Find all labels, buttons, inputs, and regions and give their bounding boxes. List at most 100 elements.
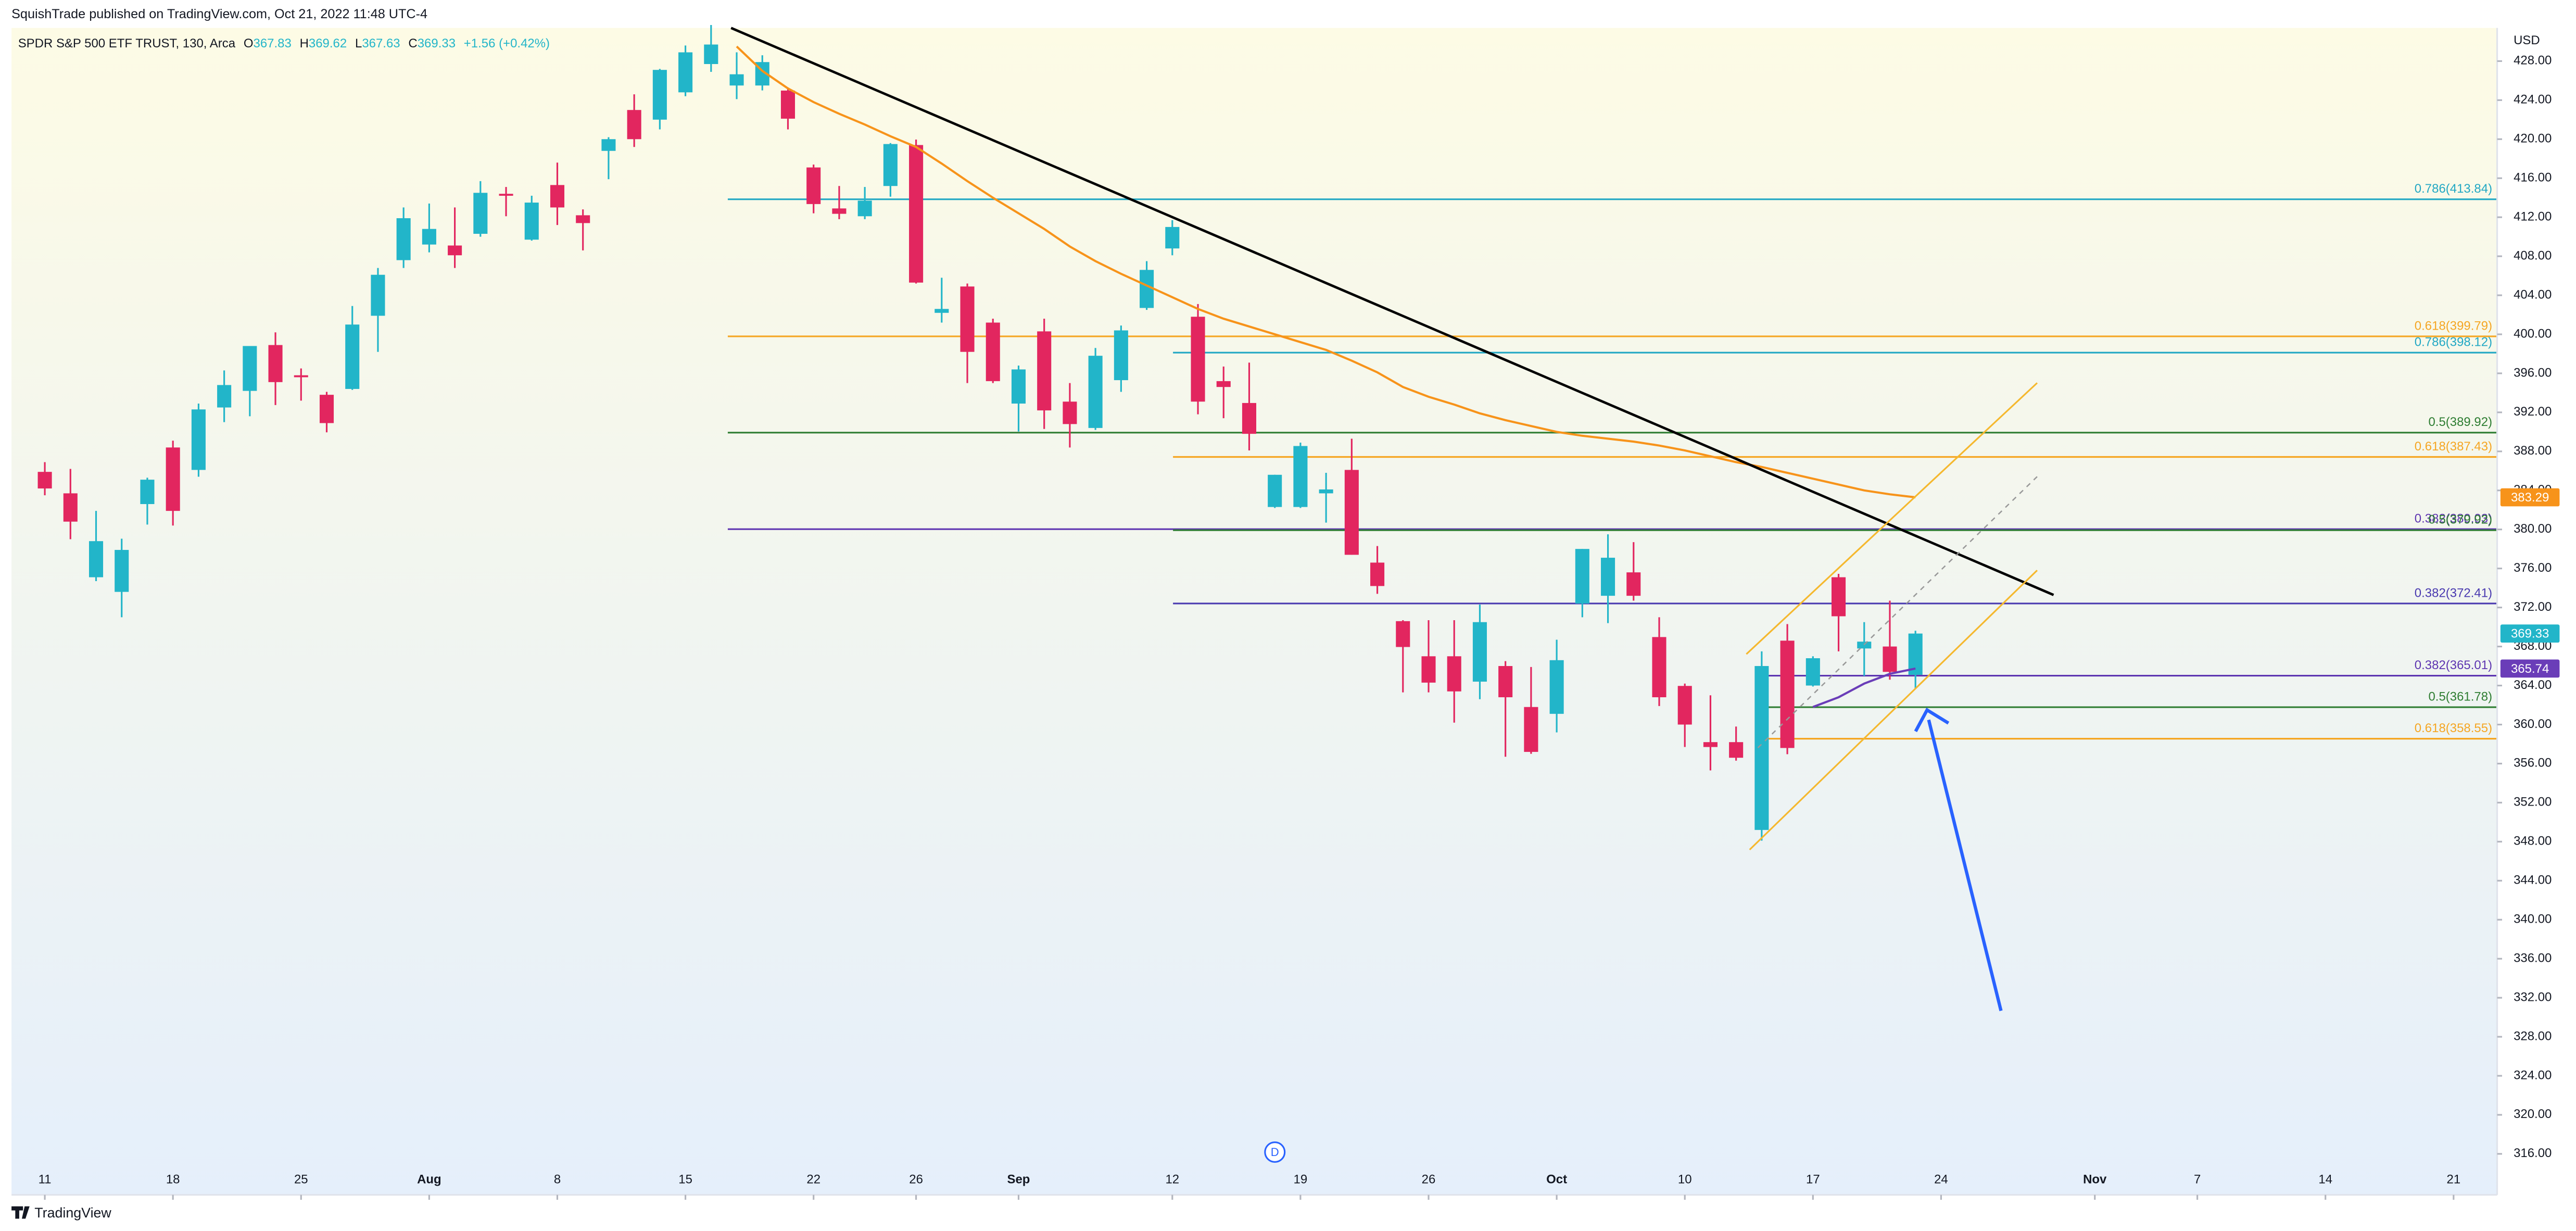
candle-body [1165,227,1180,249]
o-label: O [244,37,254,51]
x-tick-label: Oct [1546,1172,1567,1186]
plot-area [11,28,2497,1195]
candle-body [1524,707,1538,752]
legend: SPDR S&P 500 ETF TRUST, 130, Arca O367.83… [18,37,550,51]
candle-body [678,52,693,93]
y-tick-label: 364.00 [2514,678,2552,692]
candle-body [935,309,949,313]
candle-body [37,472,52,489]
candle-body [1088,356,1103,428]
candle-body [1549,660,1564,714]
candle-body [1037,331,1052,411]
x-tick-label: 24 [1934,1172,1948,1186]
footer-brand: TradingView [34,1205,111,1221]
x-tick-label: 21 [2447,1172,2461,1186]
candle-body [1114,330,1128,381]
x-tick-label: 11 [39,1172,52,1186]
price-tag [2500,488,2560,507]
x-tick-label: 7 [2194,1172,2201,1186]
y-tick-label: 428.00 [2514,54,2552,68]
x-tick-label: 18 [166,1172,180,1186]
x-tick-label: 22 [806,1172,820,1186]
x-tick-label: 26 [909,1172,923,1186]
y-tick-label: 332.00 [2514,990,2552,1004]
marks: 0.786(413.84) 0.618(399.79) 0.5(389.92) 0.3… [37,25,2497,841]
high: 369.62 [309,37,347,51]
x-tick-label: Aug [417,1172,441,1186]
fib-label: 0.618(399.79) [2415,319,2492,333]
fib-label: 0.5(379.92) [2428,513,2492,527]
candle-body [243,346,257,391]
y-tick-label: 320.00 [2514,1107,2552,1121]
candle-body [909,145,924,283]
candle-body [780,90,795,119]
candle-body [576,215,590,223]
candle-body [1472,622,1487,682]
candle-body [115,550,129,592]
candle-body [883,144,898,186]
y-tick-label: 336.00 [2514,951,2552,965]
candle-body [191,409,206,470]
arrow [1927,719,2003,1011]
x-tick-label: 25 [294,1172,308,1186]
l-label: L [355,37,362,51]
candle-body [217,385,232,408]
fib-label: 0.382(372.41) [2415,586,2492,600]
y-tick-label: 420.00 [2514,132,2552,146]
candle-body [1703,742,1718,747]
fib-label: 0.618(358.55) [2415,721,2492,735]
x-tick-label: Nov [2083,1172,2107,1186]
candle-body [1421,656,1436,683]
candle-body [857,200,872,217]
y-tick-label: 408.00 [2514,248,2552,262]
candle-body [268,345,283,382]
arrow-head [1914,708,1950,733]
candle-body [371,274,385,316]
footer-logo [11,1206,30,1219]
x-tick-label: 12 [1165,1172,1179,1186]
y-tick-label: 356.00 [2514,756,2552,770]
candle-body [140,480,155,505]
candle-body [345,324,360,389]
candle-body [1780,640,1795,748]
y-tick-label: 388.00 [2514,444,2552,458]
candle-body [166,447,180,511]
close: 369.33 [418,37,456,51]
x-tick-label: 19 [1294,1172,1308,1186]
candle-body [319,395,334,423]
y-tick-label: 344.00 [2514,873,2552,887]
candle-body [63,493,78,522]
y-tick-label: 372.00 [2514,600,2552,614]
x-tick-label: 14 [2318,1172,2332,1186]
candle-body [396,218,411,260]
marker-text[interactable]: D [1271,1146,1279,1159]
candle-body [1370,562,1385,586]
x-tick-label: 10 [1678,1172,1692,1186]
candle-body [499,194,513,196]
candle-body [1011,369,1026,404]
candle-body [1344,470,1359,555]
candle-body [960,286,975,352]
marker-icon[interactable] [1264,1141,1286,1163]
y-tick-label: 424.00 [2514,93,2552,107]
y-tick-label: 392.00 [2514,405,2552,419]
candle-body [1652,637,1666,697]
y-tick-label: 316.00 [2514,1146,2552,1160]
y-tick-label: 348.00 [2514,834,2552,848]
candle-body [986,322,1000,381]
fib-label: 0.382(365.01) [2415,658,2492,672]
price-tag [2500,624,2560,643]
price-tag-label: 365.74 [2511,662,2549,676]
candle-body [1293,446,1308,507]
fib-label: 0.618(387.43) [2415,439,2492,454]
currency: USD [2514,33,2540,47]
fib-label: 0.5(389.92) [2428,415,2492,429]
y-tick-label: 380.00 [2514,522,2552,536]
candle-body [1242,403,1257,434]
candle-body [704,44,718,64]
y-tick-label: 360.00 [2514,717,2552,731]
moving-average [736,45,1916,499]
candle-body [448,245,462,256]
